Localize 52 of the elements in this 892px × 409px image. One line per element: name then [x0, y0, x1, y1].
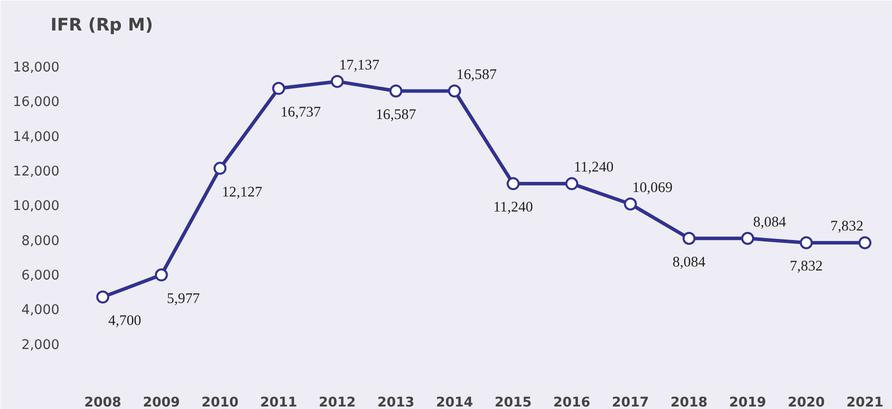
point	[330, 74, 344, 88]
x-tick-label: 2015	[494, 396, 532, 409]
text: 11,240	[493, 200, 534, 216]
text: 4,700	[108, 313, 142, 330]
text: 5,977	[166, 290, 200, 307]
point	[272, 82, 286, 95]
text: 16,587	[456, 66, 497, 83]
x-tick-label: 2010	[201, 396, 239, 409]
x-tick-label: 2017	[612, 396, 649, 409]
x-tick-label: 2009	[142, 396, 180, 409]
y-tick-label: 4,000	[21, 303, 60, 318]
x-tick-label: 2020	[788, 396, 825, 409]
x-tick-label: 2011	[260, 396, 298, 409]
y-tick-label: 14,000	[12, 130, 60, 145]
x-tick-label: 2019	[729, 396, 766, 409]
text: 16,587	[376, 106, 416, 123]
y-tick-label: 10,000	[12, 199, 60, 214]
text: 8,084	[753, 214, 786, 230]
point	[858, 236, 872, 250]
point	[565, 177, 578, 190]
point	[154, 268, 168, 282]
point	[682, 232, 696, 245]
text: 12,127	[222, 184, 262, 200]
point	[214, 162, 226, 175]
x-tick-label: 2016	[553, 396, 590, 409]
x-tick-label: 2014	[436, 396, 474, 409]
point	[389, 84, 402, 98]
text: 7,832	[830, 218, 864, 235]
point	[448, 84, 462, 98]
text: 7,832	[790, 258, 823, 275]
point	[506, 177, 520, 190]
text: 11,240	[574, 160, 614, 176]
point	[96, 290, 110, 304]
point	[624, 197, 637, 210]
x-tick-label: 2013	[377, 396, 414, 409]
y-tick-label: 8,000	[21, 234, 60, 249]
text: 16,737	[280, 104, 321, 120]
y-tick-label: 18,000	[12, 60, 60, 76]
y-tick-label: 6,000	[21, 268, 60, 284]
x-tick-label: 2018	[670, 396, 708, 409]
x-tick-label: 2021	[846, 396, 884, 409]
y-tick-label: 16,000	[12, 95, 60, 110]
x-tick-label: 2012	[318, 396, 356, 409]
point	[741, 232, 754, 245]
text: 17,137	[339, 57, 380, 74]
chart-title: IFR (Rp M)	[50, 16, 154, 36]
y-tick-label: 2,000	[21, 338, 60, 353]
text: 10,069	[632, 180, 673, 196]
text: 8,084	[672, 254, 706, 270]
point	[800, 236, 813, 250]
y-tick-label: 12,000	[12, 164, 60, 180]
x-tick-label: 2008	[84, 396, 122, 409]
